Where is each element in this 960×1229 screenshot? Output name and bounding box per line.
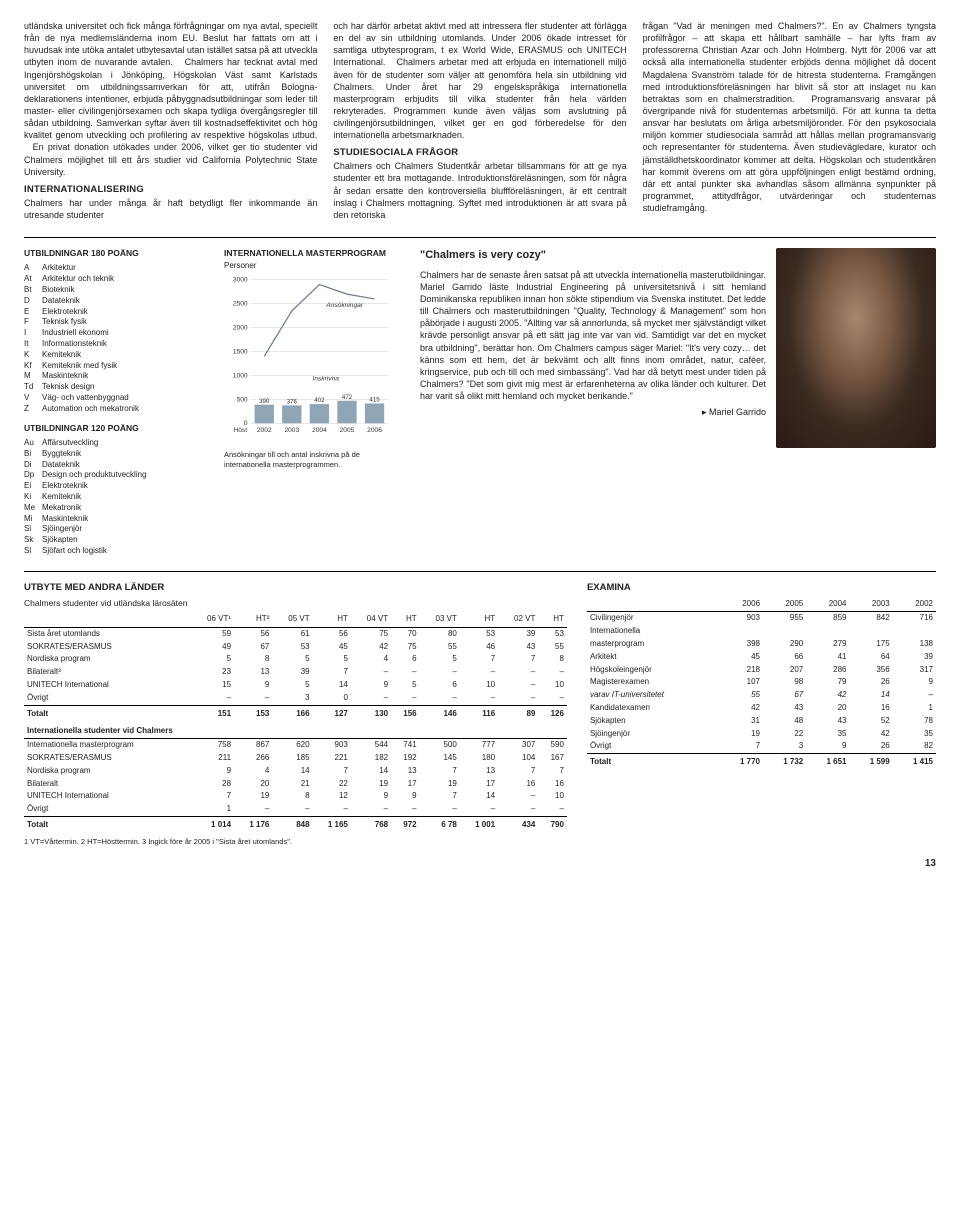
program-list: AArkitekturAtArkitektur och teknikBtBiot… <box>24 263 208 414</box>
program-item: ZAutomation och mekatronik <box>24 404 208 415</box>
para: Chalmers har under många år haft betydli… <box>24 197 317 221</box>
para: utländska universitet och fick många för… <box>24 20 317 178</box>
para: frågan "Vad är meningen med Chalmers?". … <box>643 20 936 214</box>
highlight-signature: ▸ Mariel Garrido <box>420 406 766 418</box>
chart-title: INTERNATIONELLA MASTERPROGRAM <box>224 248 404 259</box>
tables-row: UTBYTE MED ANDRA LÄNDER Chalmers student… <box>24 582 936 847</box>
program-item: KfKemiteknik med fysik <box>24 361 208 372</box>
table-title: EXAMINA <box>587 582 936 595</box>
exchange-table: UTBYTE MED ANDRA LÄNDER Chalmers student… <box>24 582 567 847</box>
section-heading: INTERNATIONALISERING <box>24 184 317 197</box>
divider <box>24 237 936 238</box>
svg-text:3000: 3000 <box>233 277 248 284</box>
program-item: MeMekatronik <box>24 503 208 514</box>
chart-caption: Ansökningar till och antal inskrivna på … <box>224 450 404 469</box>
section-heading: STUDIESOCIALA FRÅGOR <box>333 147 626 160</box>
highlight-text: Chalmers har de senaste åren satsat på a… <box>420 269 766 403</box>
svg-text:390: 390 <box>259 398 270 405</box>
page-number: 13 <box>24 857 936 871</box>
divider <box>24 571 936 572</box>
program-item: ItInformationsteknik <box>24 339 208 350</box>
highlight-title: "Chalmers is very cozy" <box>420 248 766 263</box>
program-item: SlSjöfart och logistik <box>24 546 208 557</box>
info-row: UTBILDNINGAR 180 POÄNG AArkitekturAtArki… <box>24 248 936 557</box>
para: Chalmers och Chalmers Studentkår arbetar… <box>333 160 626 221</box>
program-item: VVäg- och vattenbyggnad <box>24 393 208 404</box>
svg-text:2000: 2000 <box>233 325 248 332</box>
program-item: TdTeknisk design <box>24 382 208 393</box>
program-item: DiDatateknik <box>24 460 208 471</box>
examina-table: EXAMINA 20062005200420032002Civilingenjö… <box>587 582 936 847</box>
masterprogram-chart: 0500100015002000250030003902002376200340… <box>224 276 394 446</box>
svg-text:1500: 1500 <box>233 349 248 356</box>
program-item: DDatateknik <box>24 296 208 307</box>
program-item: FTeknisk fysik <box>24 317 208 328</box>
program-item: AArkitektur <box>24 263 208 274</box>
para: och har därför arbetat aktivt med att in… <box>333 20 626 141</box>
svg-text:2005: 2005 <box>340 427 355 434</box>
highlight-box: "Chalmers is very cozy" Chalmers har de … <box>420 248 936 557</box>
program-item: SiSjöingenjör <box>24 524 208 535</box>
svg-text:2003: 2003 <box>284 427 299 434</box>
article-col-3: frågan "Vad är meningen med Chalmers?". … <box>643 20 936 221</box>
program-item: MiMaskinteknik <box>24 514 208 525</box>
program-item: EiElektroteknik <box>24 481 208 492</box>
program-item: BtBioteknik <box>24 285 208 296</box>
program-list: AuAffärsutvecklingBiByggteknikDiDatatekn… <box>24 438 208 557</box>
svg-text:2006: 2006 <box>367 427 382 434</box>
svg-text:2004: 2004 <box>312 427 327 434</box>
article-col-1: utländska universitet och fick många för… <box>24 20 317 221</box>
svg-text:472: 472 <box>342 394 353 401</box>
program-item: KKemiteknik <box>24 350 208 361</box>
chart-subtitle: Personer <box>224 261 404 272</box>
article-col-2: och har därför arbetat aktivt med att in… <box>333 20 626 221</box>
program-item: KiKemiteknik <box>24 492 208 503</box>
svg-text:1000: 1000 <box>233 373 248 380</box>
svg-text:Ansökningar: Ansökningar <box>325 302 364 309</box>
program-item: EElektroteknik <box>24 307 208 318</box>
main-article: utländska universitet och fick många för… <box>24 20 936 221</box>
program-item: IIndustriell ekonomi <box>24 328 208 339</box>
programs-title: UTBILDNINGAR 120 POÄNG <box>24 423 208 434</box>
svg-text:376: 376 <box>287 399 298 406</box>
table-title: UTBYTE MED ANDRA LÄNDER <box>24 582 567 595</box>
svg-text:2002: 2002 <box>257 427 272 434</box>
program-item: BiByggteknik <box>24 449 208 460</box>
portrait-photo <box>776 248 936 557</box>
portrait-placeholder <box>776 248 936 448</box>
chart-column: INTERNATIONELLA MASTERPROGRAM Personer 0… <box>224 248 404 557</box>
programs-title: UTBILDNINGAR 180 POÄNG <box>24 248 208 259</box>
program-item: AuAffärsutveckling <box>24 438 208 449</box>
svg-text:Inskrivna: Inskrivna <box>312 375 339 382</box>
table-subtitle: Chalmers studenter vid utländska lärosät… <box>24 598 567 609</box>
svg-text:500: 500 <box>237 396 248 403</box>
program-item: MMaskinteknik <box>24 371 208 382</box>
program-item: AtArkitektur och teknik <box>24 274 208 285</box>
svg-text:415: 415 <box>369 397 380 404</box>
svg-text:402: 402 <box>314 397 325 404</box>
footnote: 1 VT=Vårtermin. 2 HT=Hösttermin. 3 Ingic… <box>24 837 567 847</box>
program-item: SkSjökapten <box>24 535 208 546</box>
program-item: DpDesign och produktutveckling <box>24 470 208 481</box>
programs-180: UTBILDNINGAR 180 POÄNG AArkitekturAtArki… <box>24 248 208 557</box>
svg-text:2500: 2500 <box>233 301 248 308</box>
svg-text:Höst: Höst <box>233 427 247 434</box>
